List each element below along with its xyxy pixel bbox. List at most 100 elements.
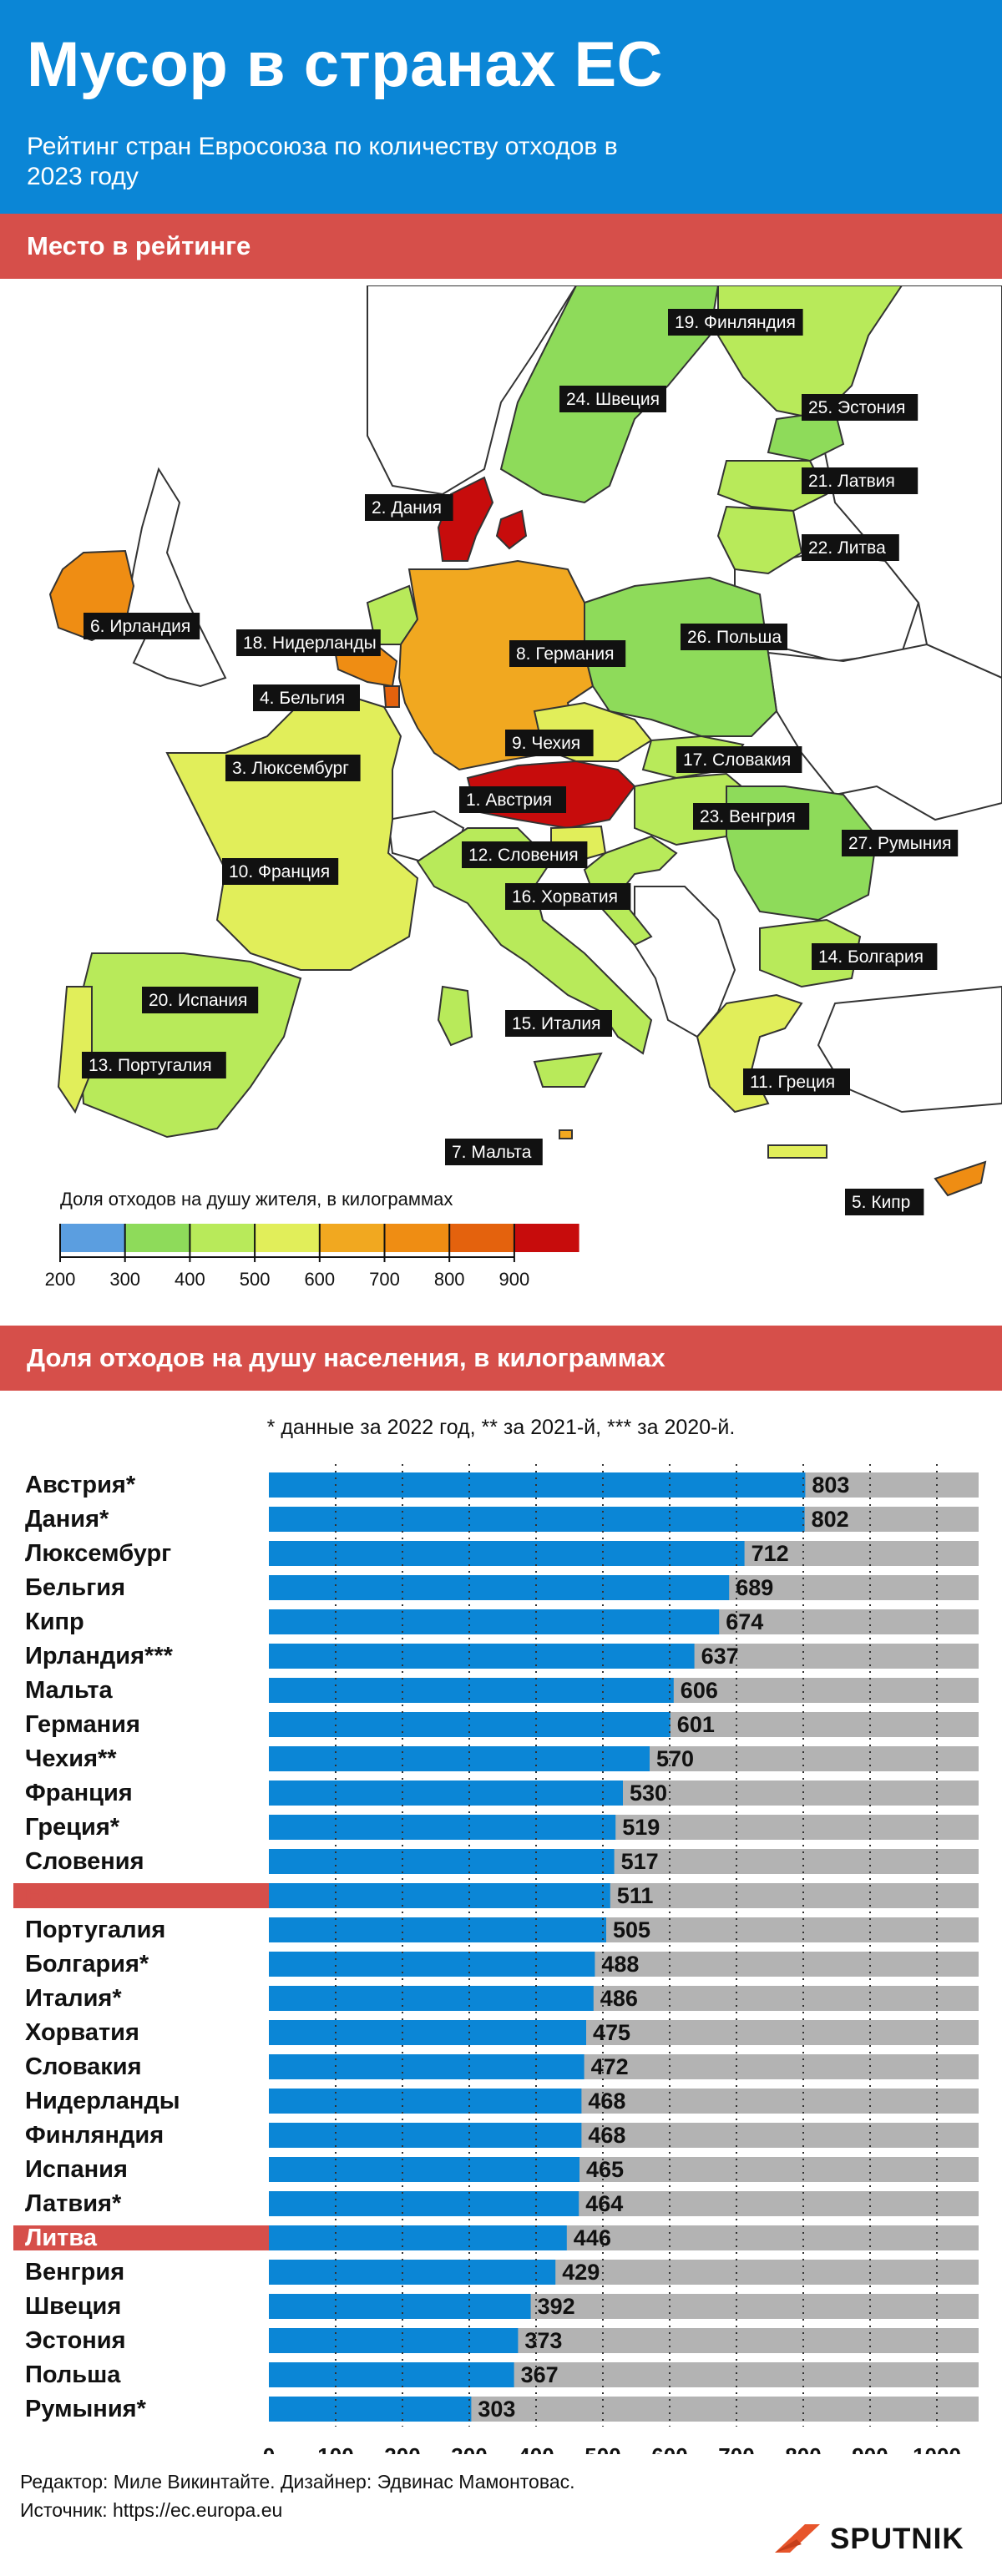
value-label: 392 [538,2294,575,2319]
legend-ticks: 200 300 400 500 600 700 800 900 [45,1224,529,1285]
map-label-bg [82,1052,226,1078]
value-label: 517 [621,1849,659,1874]
spain-shape [78,952,302,1139]
header: Мусор в странах ЕС Рейтинг стран Евросою… [0,0,1002,214]
malta-shape [559,1129,573,1139]
map-label: 14. Болгария [812,943,938,970]
value-label: 601 [677,1712,715,1737]
map-label-bg [142,987,259,1013]
footer: Редактор: Миле Викинтайте. Дизайнер: Эдв… [20,2467,575,2524]
category-label: Литва [25,2225,98,2251]
map-label-text: 6. Ирландия [90,617,190,636]
bar [269,2191,579,2216]
category-label: ЕС [25,1882,58,1909]
category-label: Польша [25,2361,121,2388]
map-label-text: 8. Германия [516,644,615,664]
bar [269,1815,616,1840]
map-label-bg [505,1010,612,1037]
legend-swatch [514,1224,579,1252]
data-year-note: * данные за 2022 год, ** за 2021-й, *** … [266,1416,736,1439]
value-label: 486 [600,1986,638,2011]
value-label: 511 [617,1883,654,1908]
value-label: 712 [752,1541,789,1566]
x-tick-label: 100 [317,2443,353,2454]
map-label: 11. Греция [743,1068,850,1095]
source-credit: Источник: https://ec.europa.eu [20,2499,283,2521]
bar [269,2054,584,2079]
map-label: 22. Литва [802,534,899,561]
category-label: Кипр [25,1609,84,1635]
category-label: Австрия* [25,1472,136,1498]
category-label: Чехия** [25,1745,117,1772]
map-label-text: 11. Греция [750,1073,835,1092]
map-label-text: 24. Швеция [566,390,660,409]
value-label: 606 [681,1678,718,1703]
map-label: 5. Кипр [845,1189,924,1215]
legend-tick-label: 800 [434,1269,465,1285]
map-label: 16. Хорватия [505,883,631,910]
map-label: 19. Финляндия [668,309,803,336]
legend-swatch [255,1224,320,1252]
legend-tick-label: 200 [45,1269,76,1285]
map-label: 8. Германия [509,640,626,667]
value-label: 367 [521,2362,559,2387]
category-label: Ирландия*** [25,1643,174,1669]
bar [269,1541,745,1566]
ukraine-shape [767,643,1002,821]
x-tick-label: 500 [584,2443,620,2454]
bar [269,2020,586,2045]
map-label-bg [84,613,200,639]
value-label: 468 [588,2089,625,2114]
map-label-bg [842,830,959,856]
value-label: 488 [601,1952,639,1977]
category-label: Испания [25,2156,128,2183]
category-label: Дания* [25,1506,109,1533]
x-tick-label: 600 [651,2443,687,2454]
map-label-text: 3. Люксембург [232,759,349,778]
map-label-bg [253,684,360,711]
value-label: 468 [588,2123,625,2148]
portugal-shape [57,986,93,1114]
crete-shape [767,1144,827,1159]
legend-swatch [124,1224,190,1252]
legend-tick-label: 500 [240,1269,271,1285]
x-tick-label: 900 [852,2443,888,2454]
map-label: 13. Португалия [82,1052,226,1078]
map-label-text: 14. Болгария [818,947,924,967]
bar [269,1780,623,1806]
lithuania-shape [716,505,803,575]
bar [269,1883,610,1908]
map-labels: 19. Финляндия 24. Швеция 25. Эстония 21. Ла… [82,309,959,1215]
bar-section-title: Доля отходов на душу населения, в килогр… [27,1343,665,1372]
map-label-bg [812,943,938,970]
bar [269,2123,582,2148]
map-label: 25. Эстония [802,394,918,421]
value-label: 303 [478,2397,515,2422]
highlight-label-bg [13,2225,269,2250]
map-label-bg [559,386,666,412]
sardinia-shape [437,985,473,1047]
bar [269,1952,595,1977]
norway-shape [367,285,578,496]
page-subtitle: Рейтинг стран Евросоюза по количеству от… [27,133,618,190]
map-label-bg [509,640,626,667]
value-label: 803 [812,1472,849,1498]
map-label-bg [462,841,588,868]
map-label-text: 21. Латвия [808,472,895,491]
map-label-bg [681,624,787,650]
waste-bar-chart: Австрия* Дания* Люксембург Бельгия Кипр Ирлан… [13,1464,979,2454]
category-label: Эстония [25,2327,126,2354]
value-label: 475 [593,2020,630,2045]
category-label: Германия [25,1711,140,1738]
map-label-text: 18. Нидерланды [243,634,377,653]
map-label: 4. Бельгия [253,684,360,711]
map-label-bg [668,309,803,336]
bar [269,2260,556,2285]
map-label-bg [236,629,381,656]
category-label: Франция [25,1780,133,1806]
eu-map: 19. Финляндия 24. Швеция 25. Эстония 21. Ла… [0,285,1002,1285]
map-label-text: 10. Франция [229,862,330,881]
map-label: 26. Польша [681,624,787,650]
map-label-bg [845,1189,924,1215]
map-label-text: 7. Мальта [452,1143,532,1162]
